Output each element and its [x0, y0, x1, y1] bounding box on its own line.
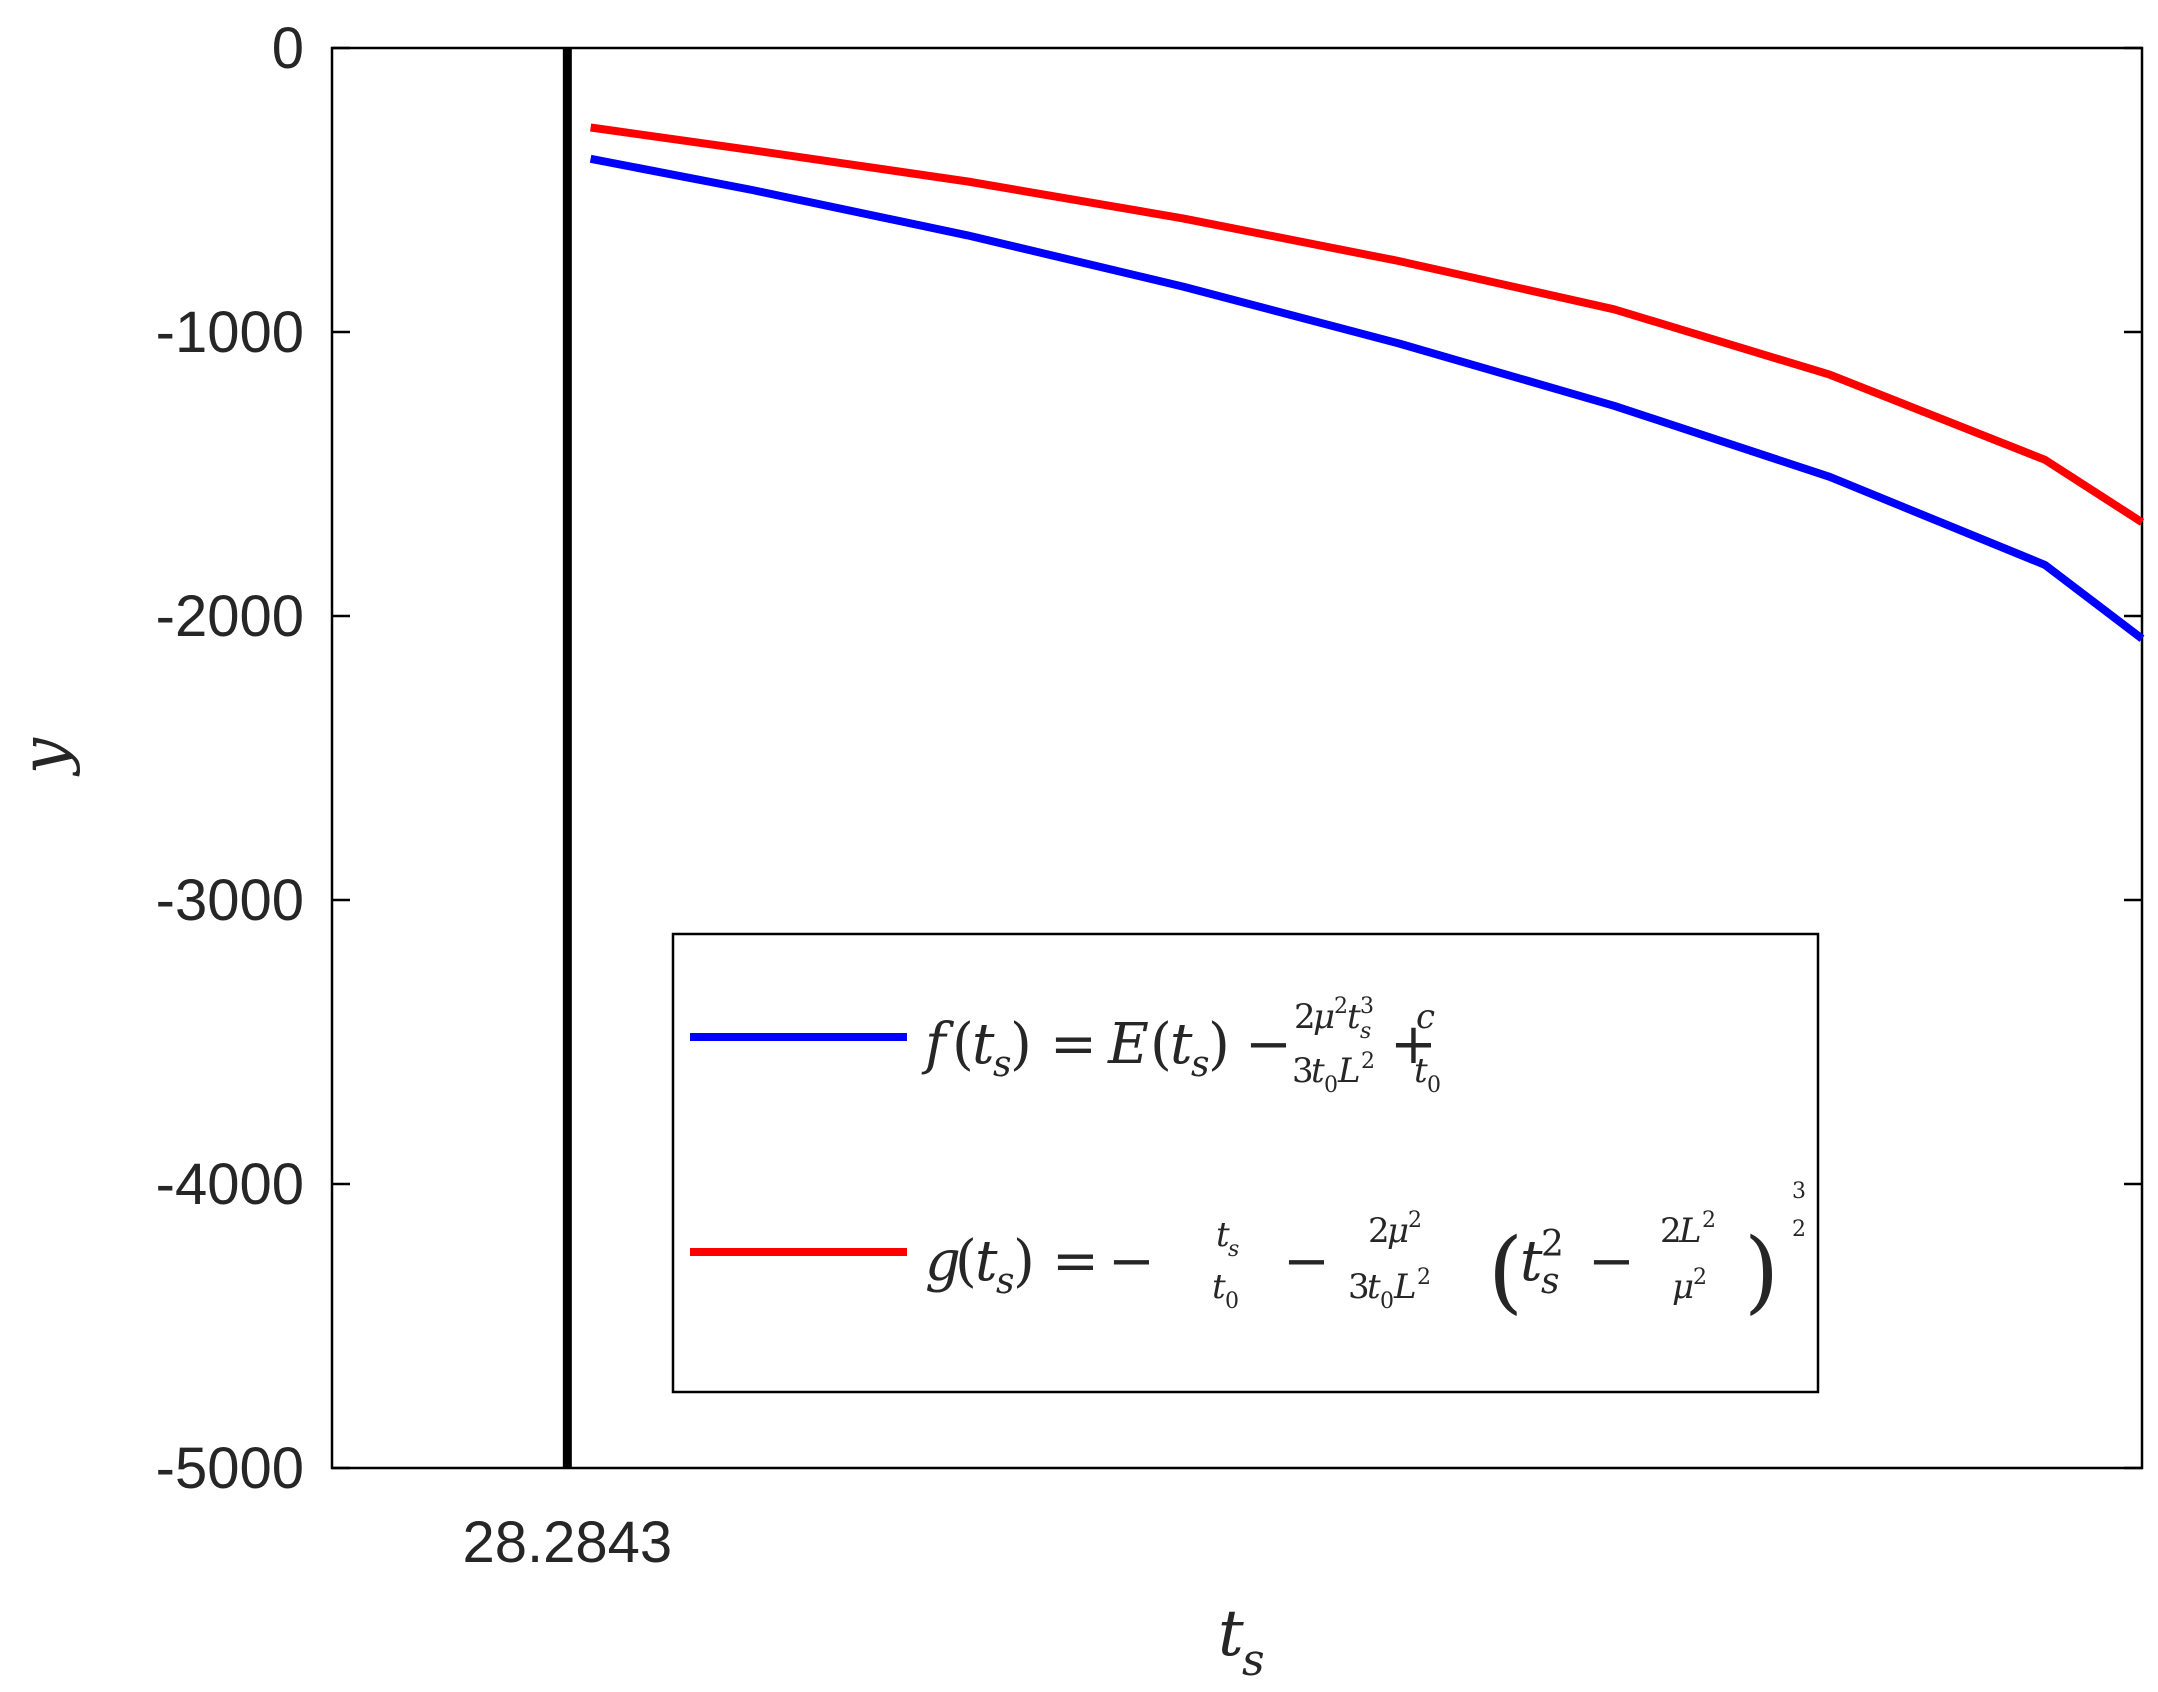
svg-text:): )	[1010, 1012, 1032, 1077]
svg-text:(: (	[955, 1229, 977, 1294]
svg-text:s: s	[996, 1261, 1014, 1302]
x-axis-label-subscript: s	[1242, 1635, 1265, 1686]
y-axis-tick-labels: 0 -1000 -2000 -3000 -4000 -5000	[156, 16, 304, 1501]
svg-text:0: 0	[1380, 1289, 1394, 1314]
svg-text:=: =	[1050, 1012, 1097, 1077]
svg-text:3: 3	[1292, 1051, 1314, 1091]
svg-text:g: g	[925, 1229, 961, 1294]
svg-text:2: 2	[1368, 1211, 1390, 1251]
svg-text:μ: μ	[1313, 997, 1335, 1037]
svg-text:L: L	[1337, 1051, 1361, 1091]
series-line-g	[590, 123, 2145, 526]
svg-text:t: t	[1216, 1215, 1230, 1255]
y-tick-label: -4000	[156, 1152, 304, 1217]
svg-text:=: =	[1052, 1229, 1099, 1294]
svg-text:2: 2	[1660, 1211, 1682, 1251]
svg-text:+: +	[1390, 1012, 1437, 1077]
svg-text:2: 2	[1334, 994, 1348, 1019]
svg-text:2: 2	[1408, 1208, 1422, 1233]
svg-text:2: 2	[1541, 1224, 1564, 1265]
svg-text:s: s	[1360, 1019, 1371, 1044]
x-tick-label: 28.2843	[463, 1510, 673, 1575]
svg-text:s: s	[1541, 1261, 1559, 1302]
svg-text:E: E	[1107, 1012, 1149, 1077]
svg-text:(: (	[1488, 1219, 1523, 1324]
svg-text:2: 2	[1693, 1265, 1707, 1290]
svg-text:2: 2	[1417, 1265, 1431, 1290]
y-axis-ticks	[332, 46, 2142, 1470]
svg-text:t: t	[972, 1012, 995, 1077]
svg-text:L: L	[1678, 1211, 1702, 1251]
svg-text:2: 2	[1361, 1049, 1375, 1074]
svg-text:μ: μ	[1387, 1211, 1409, 1251]
svg-text:t: t	[975, 1229, 998, 1294]
svg-text:t: t	[1311, 1051, 1325, 1091]
svg-text:μ: μ	[1672, 1267, 1694, 1307]
svg-text:(: (	[1150, 1012, 1172, 1077]
svg-text:2: 2	[1294, 997, 1316, 1037]
y-tick-label: -2000	[156, 584, 304, 649]
svg-text:s: s	[1191, 1044, 1209, 1085]
y-tick-label: -5000	[156, 1436, 304, 1501]
svg-text:): )	[1208, 1012, 1230, 1077]
svg-text:−: −	[1283, 1229, 1330, 1294]
svg-text:): )	[1744, 1219, 1779, 1324]
series-layer	[589, 123, 2145, 642]
svg-text:−: −	[1245, 1012, 1292, 1077]
y-tick-label: -3000	[156, 868, 304, 933]
svg-text:s: s	[993, 1044, 1011, 1085]
svg-text:3: 3	[1348, 1267, 1370, 1307]
svg-text:3: 3	[1360, 994, 1374, 1019]
svg-text:3: 3	[1792, 1179, 1806, 1204]
legend: f ( t s ) = E ( t s ) − 2 μ 2 t 3 s 3 t …	[671, 932, 1820, 1394]
svg-text:c: c	[1416, 997, 1435, 1037]
svg-text:2: 2	[1702, 1208, 1716, 1233]
svg-text:0: 0	[1225, 1289, 1239, 1314]
svg-text:−: −	[1588, 1229, 1635, 1294]
svg-text:t: t	[1170, 1012, 1193, 1077]
svg-text:L: L	[1393, 1267, 1417, 1307]
y-axis-label: y	[8, 737, 82, 777]
svg-text:t: t	[1414, 1051, 1428, 1091]
svg-text:t: t	[1367, 1267, 1381, 1307]
svg-text:0: 0	[1324, 1073, 1338, 1098]
x-axis-label: t	[1218, 1597, 1244, 1671]
svg-text:s: s	[1228, 1237, 1239, 1262]
svg-text:2: 2	[1792, 1217, 1806, 1242]
legend-label-g: g ( t s ) = − t s t 0 − 2 μ 2 3 t 0 L 2 …	[925, 1179, 1806, 1324]
svg-text:0: 0	[1427, 1073, 1441, 1098]
svg-text:t: t	[1347, 997, 1361, 1037]
y-tick-label: 0	[272, 16, 304, 81]
svg-text:t: t	[1520, 1229, 1543, 1294]
svg-text:(: (	[952, 1012, 974, 1077]
svg-text:t: t	[1212, 1267, 1226, 1307]
series-line-f	[589, 154, 2145, 642]
svg-text:−: −	[1108, 1229, 1155, 1294]
svg-text:): )	[1013, 1229, 1035, 1294]
legend-box	[671, 932, 1820, 1394]
y-tick-label: -1000	[156, 300, 304, 365]
